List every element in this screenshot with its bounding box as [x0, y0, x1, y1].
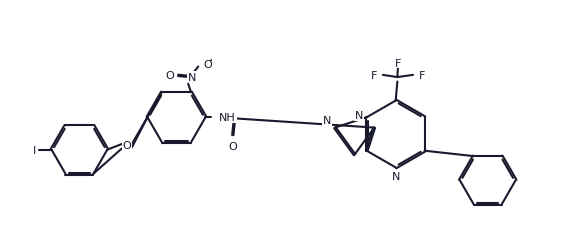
Text: N: N: [323, 115, 332, 125]
Text: N: N: [391, 171, 400, 181]
Text: O: O: [203, 60, 212, 70]
Text: O: O: [122, 140, 131, 150]
Text: F: F: [418, 70, 425, 81]
Text: O: O: [228, 141, 237, 151]
Text: O: O: [165, 71, 174, 81]
Text: F: F: [371, 70, 377, 81]
Text: ·: ·: [209, 54, 213, 68]
Text: F: F: [395, 58, 401, 68]
Text: I: I: [33, 145, 36, 155]
Text: N: N: [355, 110, 363, 120]
Text: N: N: [188, 72, 197, 82]
Text: NH: NH: [219, 113, 236, 123]
